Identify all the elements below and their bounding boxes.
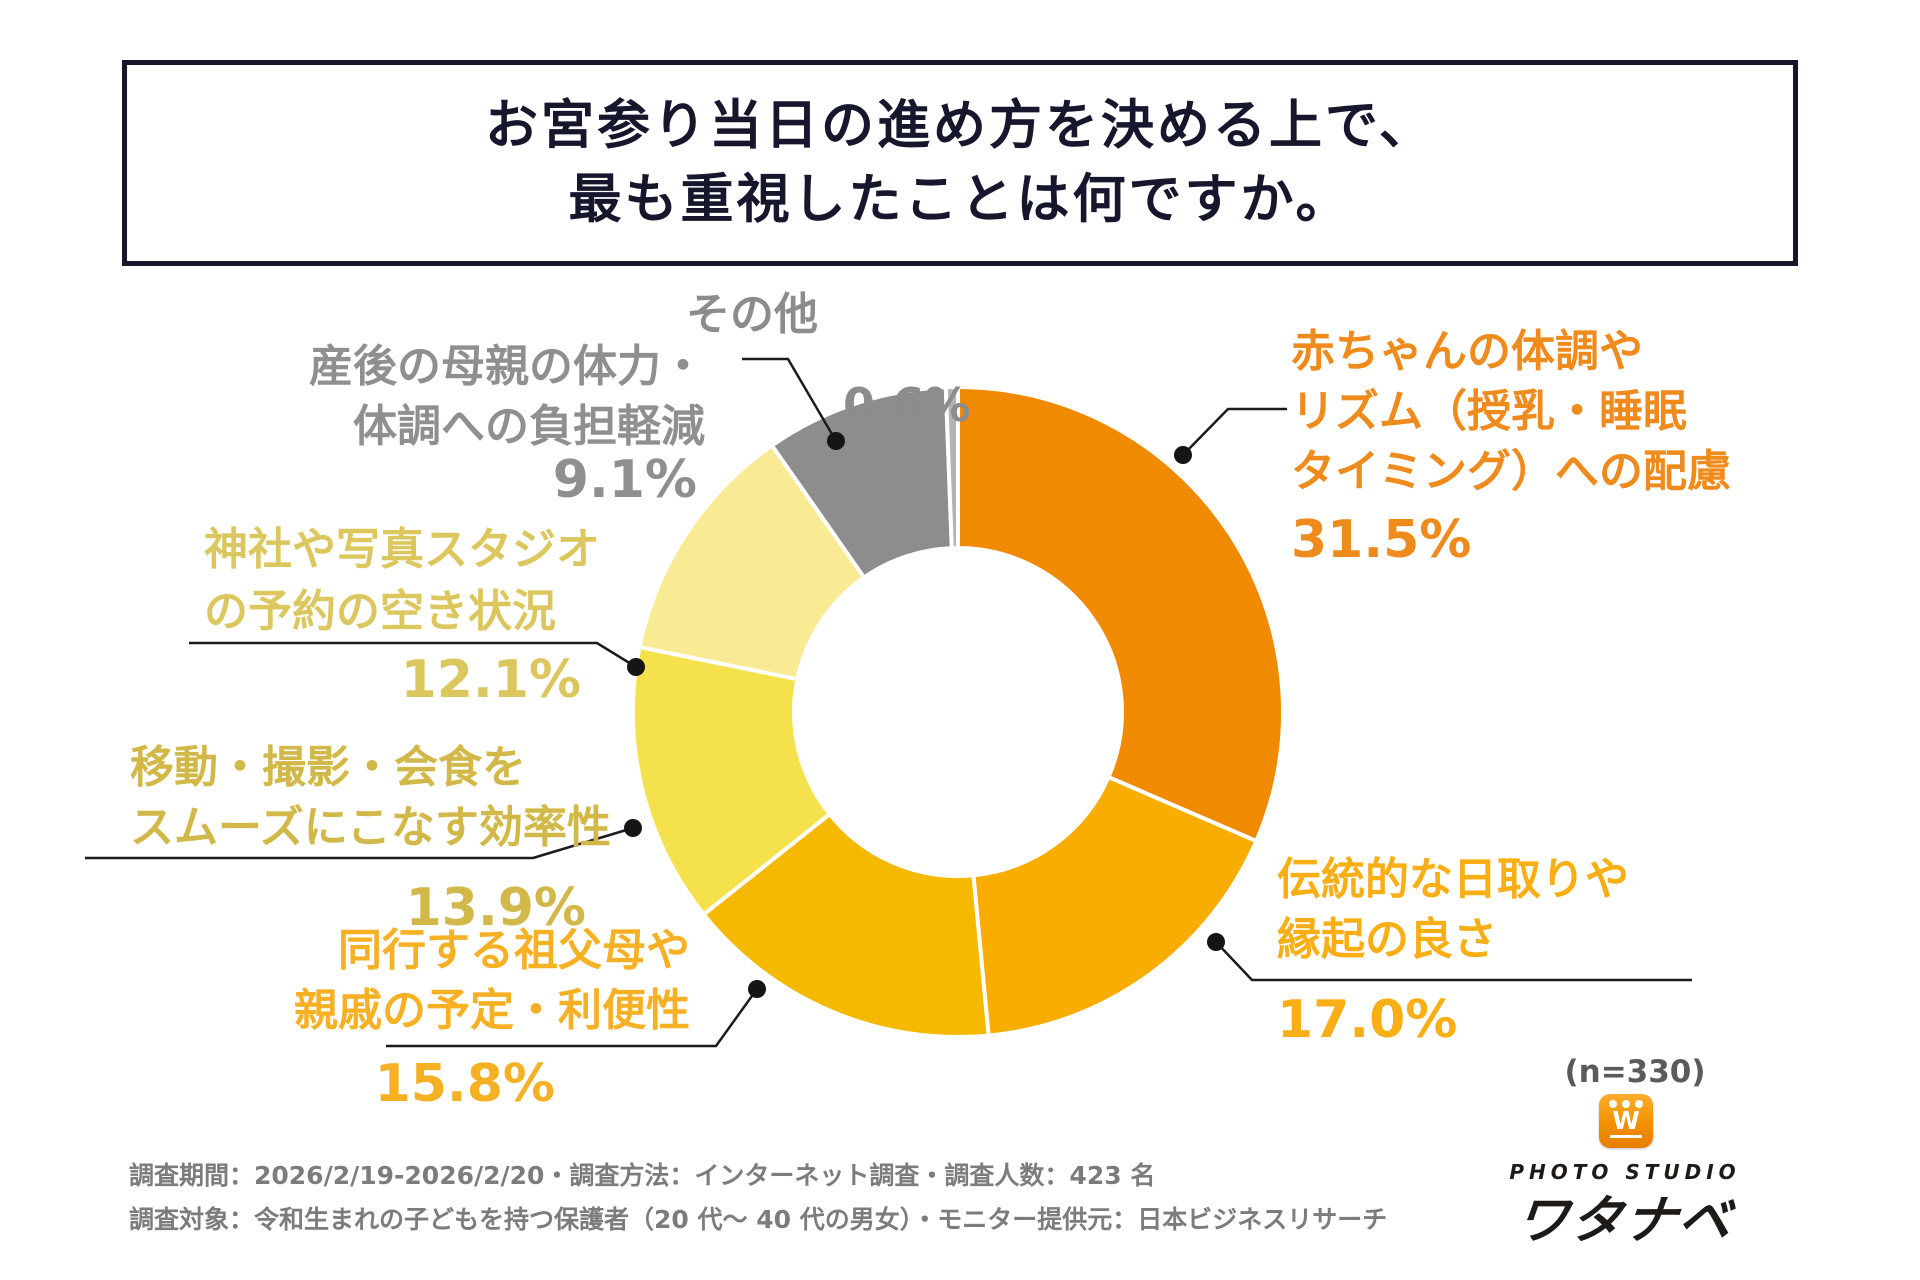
- label-percent-other: 0.6%: [843, 378, 971, 432]
- leader-dot-1: [1207, 933, 1225, 951]
- label-line: スムーズにこなす効率性: [130, 802, 611, 853]
- segment-label-mother-health: 産後の母親の体力・ 体調への負担軽減: [305, 337, 705, 457]
- label-line: タイミング）への配慮: [1291, 446, 1731, 497]
- logo-photo-studio-text: PHOTO STUDIO: [1509, 1160, 1741, 1184]
- segment-label-other: その他: [686, 289, 818, 340]
- label-percent-reservation: 12.1%: [400, 650, 581, 710]
- label-line: 親戚の予定・利便性: [294, 985, 690, 1036]
- survey-note-line2: 調査対象：令和生まれの子どもを持つ保護者（20 代〜 40 代の男女）・モニター…: [129, 1205, 1388, 1234]
- label-line: 伝統的な日取りや: [1277, 854, 1629, 905]
- logo-watanabe-text: ワタナベ: [1513, 1191, 1736, 1251]
- label-line: リズム（授乳・睡眠: [1291, 386, 1687, 437]
- donut-segment-3: [631, 645, 832, 917]
- watanabe-logo-icon: W: [1599, 1094, 1653, 1148]
- leader-dot-5: [827, 432, 845, 450]
- logo-w-letter: W: [1610, 1108, 1642, 1138]
- leader-dot-0: [1174, 446, 1192, 464]
- label-percent-grandparents: 15.8%: [374, 1054, 555, 1114]
- leader-line-1: [1215, 941, 1692, 982]
- label-line: 赤ちゃんの体調や: [1291, 326, 1643, 377]
- leader-line-3: [85, 826, 634, 860]
- survey-note-line1: 調査期間：2026/2/19-2026/2/20・調査方法：インターネット調査・…: [129, 1161, 1156, 1190]
- donut-segment-2: [701, 812, 991, 1040]
- logo-crown-dots-icon: [1609, 1100, 1643, 1108]
- segment-label-reservation: 神社や写真スタジオ の予約の空き状況: [204, 519, 600, 643]
- label-line: の予約の空き状況: [204, 586, 556, 637]
- label-percent-efficiency: 13.9%: [405, 878, 586, 938]
- leader-line-0: [1182, 407, 1287, 456]
- label-line: 体調への負担軽減: [353, 401, 705, 452]
- donut-segment-0: [956, 385, 1286, 844]
- label-line: 移動・撮影・会食を: [130, 742, 526, 793]
- sample-size-note: (n=330): [1564, 1054, 1706, 1090]
- leader-line-5: [742, 357, 838, 442]
- label-percent-mother-health: 9.1%: [552, 450, 697, 510]
- leader-line-4: [189, 641, 637, 669]
- question-title-box: お宮参り当日の進め方を決める上で、 最も重視したことは何ですか。: [122, 60, 1798, 266]
- segment-label-tradition: 伝統的な日取りや 縁起の良さ: [1277, 850, 1629, 970]
- label-line: 同行する祖父母や: [338, 925, 690, 976]
- question-title-line1: お宮参り当日の進め方を決める上で、: [485, 95, 1435, 156]
- donut-segment-6: [943, 384, 960, 551]
- leader-dot-4: [627, 658, 645, 676]
- segment-label-baby-condition: 赤ちゃんの体調や リズム（授乳・睡眠 タイミング）への配慮 31.5%: [1291, 322, 1731, 568]
- donut-segment-4: [637, 443, 867, 682]
- label-line: 産後の母親の体力・: [309, 341, 705, 392]
- segment-label-efficiency: 移動・撮影・会食を スムーズにこなす効率性: [130, 738, 611, 858]
- leader-dot-3: [624, 819, 642, 837]
- label-percent-tradition: 17.0%: [1277, 990, 1458, 1050]
- donut-segment-1: [971, 775, 1259, 1038]
- label-line: 神社や写真スタジオ: [204, 524, 600, 575]
- leader-dot-2: [748, 980, 766, 998]
- segment-label-grandparents: 同行する祖父母や 親戚の予定・利便性: [200, 921, 690, 1041]
- question-title-line2: 最も重視したことは何ですか。: [568, 169, 1352, 230]
- label-line: 縁起の良さ: [1277, 914, 1497, 965]
- label-percent: 31.5%: [1291, 510, 1472, 570]
- leader-line-2: [386, 988, 759, 1048]
